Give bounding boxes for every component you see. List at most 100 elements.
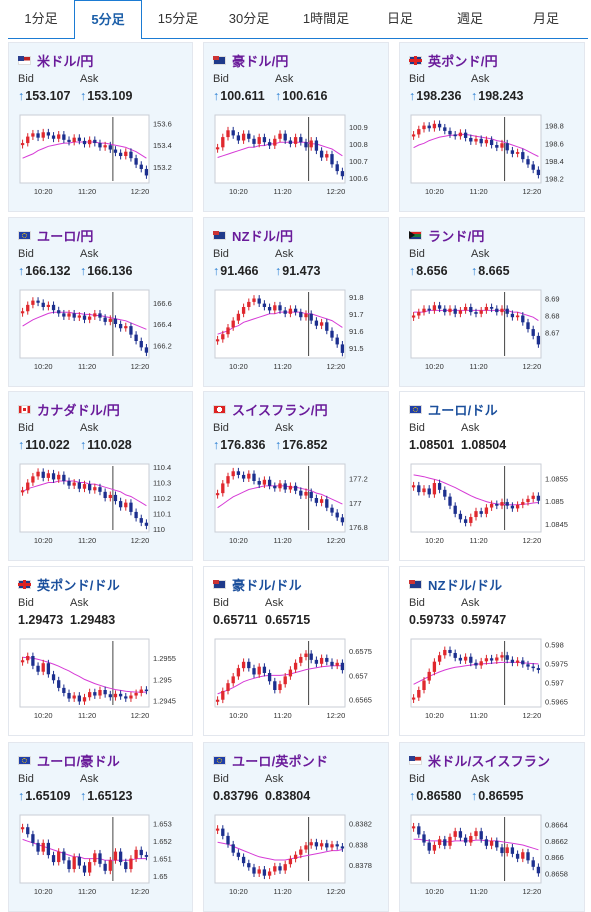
x-tick-label: 11:20	[78, 536, 96, 545]
currency-pair-name[interactable]: ユーロ/円	[37, 228, 94, 244]
candle-body	[314, 320, 319, 326]
currency-pair-name[interactable]: ランド/円	[428, 228, 485, 244]
rate-card[interactable]: ユーロ/英ポンド Bid Ask 0.83796 0.83804 0.8382 0.838 0…	[203, 742, 389, 912]
candle-body	[62, 134, 66, 140]
candlestick-chart[interactable]: 1.0855 1.085 1.0845 10:20 11:20 12:20	[408, 460, 578, 561]
bid-label: Bid	[409, 248, 425, 260]
candlestick-chart[interactable]: 0.8664 0.8662 0.866 0.8658 10:20 11:20 12:20	[408, 811, 578, 912]
currency-pair-name[interactable]: 英ポンド/ドル	[37, 577, 121, 593]
candle-body	[139, 518, 143, 523]
bid-label: Bid	[213, 248, 229, 260]
candle-body	[129, 858, 133, 870]
tab-5min[interactable]: 5分足	[74, 0, 142, 39]
x-tick-label: 10:20	[425, 362, 444, 371]
candle-body	[278, 483, 282, 489]
rate-card[interactable]: ユーロ/豪ドル Bid Ask ↑1.65109 ↑1.65123 1.653 1.652 1…	[8, 742, 193, 912]
candlestick-chart[interactable]: 153.6 153.4 153.2 10:20 11:20 12:20	[17, 111, 186, 212]
candlestick-chart[interactable]: 91.8 91.7 91.6 91.5 10:20 11:20 12:20	[212, 286, 382, 387]
candle-body	[484, 139, 489, 144]
rate-card[interactable]: 英ポンド/円 Bid Ask ↑198.236 ↑198.243 198.8 198.6 19…	[399, 42, 585, 212]
chart-svg: 166.6 166.4 166.2 10:20 11:20 12:20	[19, 289, 172, 371]
currency-pair-name[interactable]: 豪ドル/円	[232, 53, 289, 69]
ask-value: 166.136	[87, 264, 133, 278]
candle-body	[521, 502, 525, 505]
candlestick-chart[interactable]: 166.6 166.4 166.2 10:20 11:20 12:20	[17, 286, 186, 387]
tab-weekly[interactable]: 週足	[456, 11, 483, 26]
currency-pair-name[interactable]: ユーロ/豪ドル	[37, 753, 121, 769]
x-tick-label: 11:20	[78, 362, 96, 371]
ask-value-group: ↑110.028	[80, 438, 132, 452]
rate-card[interactable]: NZドル/円 Bid Ask ↑91.466 ↑91.473 91.8 91.7 91.6 91…	[203, 217, 389, 387]
tab-30min[interactable]: 30分足	[228, 11, 270, 26]
tab-1hour[interactable]: 1時間足	[302, 11, 350, 26]
bid-value-group: 1.29473	[18, 613, 63, 627]
candlestick-chart[interactable]: 110.4 110.3 110.2 110.1 110 10:20 11:20 12:20	[17, 460, 186, 561]
rate-card[interactable]: 英ポンド/ドル Bid Ask 1.29473 1.29483 1.2955 1.295 1.…	[8, 566, 193, 736]
currency-pair-name[interactable]: 米ドル/円	[37, 53, 94, 69]
rate-card[interactable]: スイスフラン/円 Bid Ask ↑176.836 ↑176.852 177.2 177 17…	[203, 391, 389, 561]
candlestick-chart[interactable]: 177.2 177 176.8 10:20 11:20 12:20	[212, 460, 382, 561]
candlestick-chart[interactable]: 1.653 1.652 1.651 1.65 10:20 11:20 12:20	[17, 811, 186, 912]
tab-daily[interactable]: 日足	[386, 11, 413, 26]
candle-body	[46, 842, 51, 856]
candle-body	[67, 481, 71, 486]
rate-card[interactable]: ランド/円 Bid Ask ↑8.656 ↑8.665 8.69 8.68 8.67 10:20…	[399, 217, 585, 387]
candlestick-chart[interactable]: 0.8382 0.838 0.8378 10:20 11:20 12:20	[212, 811, 382, 912]
candle-body	[411, 134, 416, 137]
currency-pair-name[interactable]: カナダドル/円	[37, 402, 121, 418]
currency-pair-name[interactable]: NZドル/ドル	[428, 577, 503, 593]
candle-body	[458, 831, 463, 838]
y-tick-label: 0.866	[545, 853, 564, 862]
rate-card[interactable]: カナダドル/円 Bid Ask ↑110.022 ↑110.028 110.4 110.3 1…	[8, 391, 193, 561]
candle-body	[226, 327, 230, 335]
candle-body	[427, 671, 431, 681]
candle-body	[479, 661, 483, 666]
rate-card[interactable]: ユーロ/ドル Bid Ask 1.08501 1.08504 1.0855 1.085 1.0…	[399, 391, 585, 561]
candle-body	[505, 502, 509, 506]
candle-body	[67, 692, 71, 699]
currency-pair-name[interactable]: 米ドル/スイスフラン	[428, 753, 551, 769]
candlestick-chart[interactable]: 0.6575 0.657 0.6565 10:20 11:20 12:20	[212, 635, 382, 736]
candle-body	[252, 473, 256, 481]
bid-value: 110.022	[25, 438, 70, 452]
candlestick-chart[interactable]: 198.8 198.6 198.4 198.2 10:20 11:20 12:20	[408, 111, 578, 212]
plot-area	[214, 289, 346, 359]
bid-label: Bid	[213, 597, 229, 609]
candle-body	[113, 149, 118, 153]
candlestick-chart[interactable]: 100.9 100.8 100.7 100.6 10:20 11:20 12:20	[212, 111, 382, 212]
candlestick-chart[interactable]: 1.2955 1.295 1.2945 10:20 11:20 12:20	[17, 635, 186, 736]
candle-body	[267, 479, 272, 486]
candle-body	[273, 305, 277, 311]
card-header: スイスフラン/円	[213, 400, 328, 418]
rate-card[interactable]: NZドル/ドル Bid Ask 0.59733 0.59747 0.598 0.5975 0.…	[399, 566, 585, 736]
candle-body	[500, 655, 504, 658]
currency-pair-name[interactable]: スイスフラン/円	[232, 402, 328, 418]
candlestick-chart[interactable]: 0.598 0.5975 0.597 0.5965 10:20 11:20 12:20	[408, 635, 578, 736]
x-tick-label: 12:20	[327, 536, 346, 545]
rate-card[interactable]: 豪ドル/ドル Bid Ask 0.65711 0.65715 0.6575 0.657 0.6…	[203, 566, 389, 736]
currency-pair-name[interactable]: NZドル/円	[232, 228, 294, 244]
candle-body	[67, 860, 71, 870]
tab-15min[interactable]: 15分足	[157, 11, 199, 26]
nz-flag-icon	[409, 579, 422, 589]
candle-body	[283, 864, 287, 871]
ca-flag-icon	[18, 404, 31, 414]
y-tick-label: 110	[153, 525, 165, 534]
y-tick-label: 153.2	[153, 163, 172, 172]
y-tick-label: 1.2945	[153, 697, 176, 706]
currency-pair-name[interactable]: ユーロ/英ポンド	[232, 753, 329, 769]
rate-card[interactable]: 豪ドル/円 Bid Ask ↑100.611 ↑100.616 100.9 100.8 100…	[203, 42, 389, 212]
currency-pair-name[interactable]: ユーロ/ドル	[428, 402, 498, 418]
rate-card[interactable]: 米ドル/スイスフラン Bid Ask ↑0.86580 ↑0.86595 0.8664 0.…	[399, 742, 585, 912]
rate-card[interactable]: ユーロ/円 Bid Ask ↑166.132 ↑166.136 166.6 166.4 166…	[8, 217, 193, 387]
rate-card[interactable]: 米ドル/円 Bid Ask ↑153.107 ↑153.109 153.6 153.4 153…	[8, 42, 193, 212]
candle-body	[241, 661, 246, 669]
y-tick-label: 0.6565	[349, 696, 372, 705]
candle-body	[484, 839, 489, 846]
tab-monthly[interactable]: 月足	[532, 11, 559, 26]
eu-flag-icon	[213, 755, 226, 765]
currency-pair-name[interactable]: 英ポンド/円	[428, 53, 498, 69]
currency-pair-name[interactable]: 豪ドル/ドル	[232, 577, 302, 593]
candlestick-chart[interactable]: 8.69 8.68 8.67 10:20 11:20 12:20	[408, 286, 578, 387]
tab-1min[interactable]: 1分足	[24, 11, 58, 26]
